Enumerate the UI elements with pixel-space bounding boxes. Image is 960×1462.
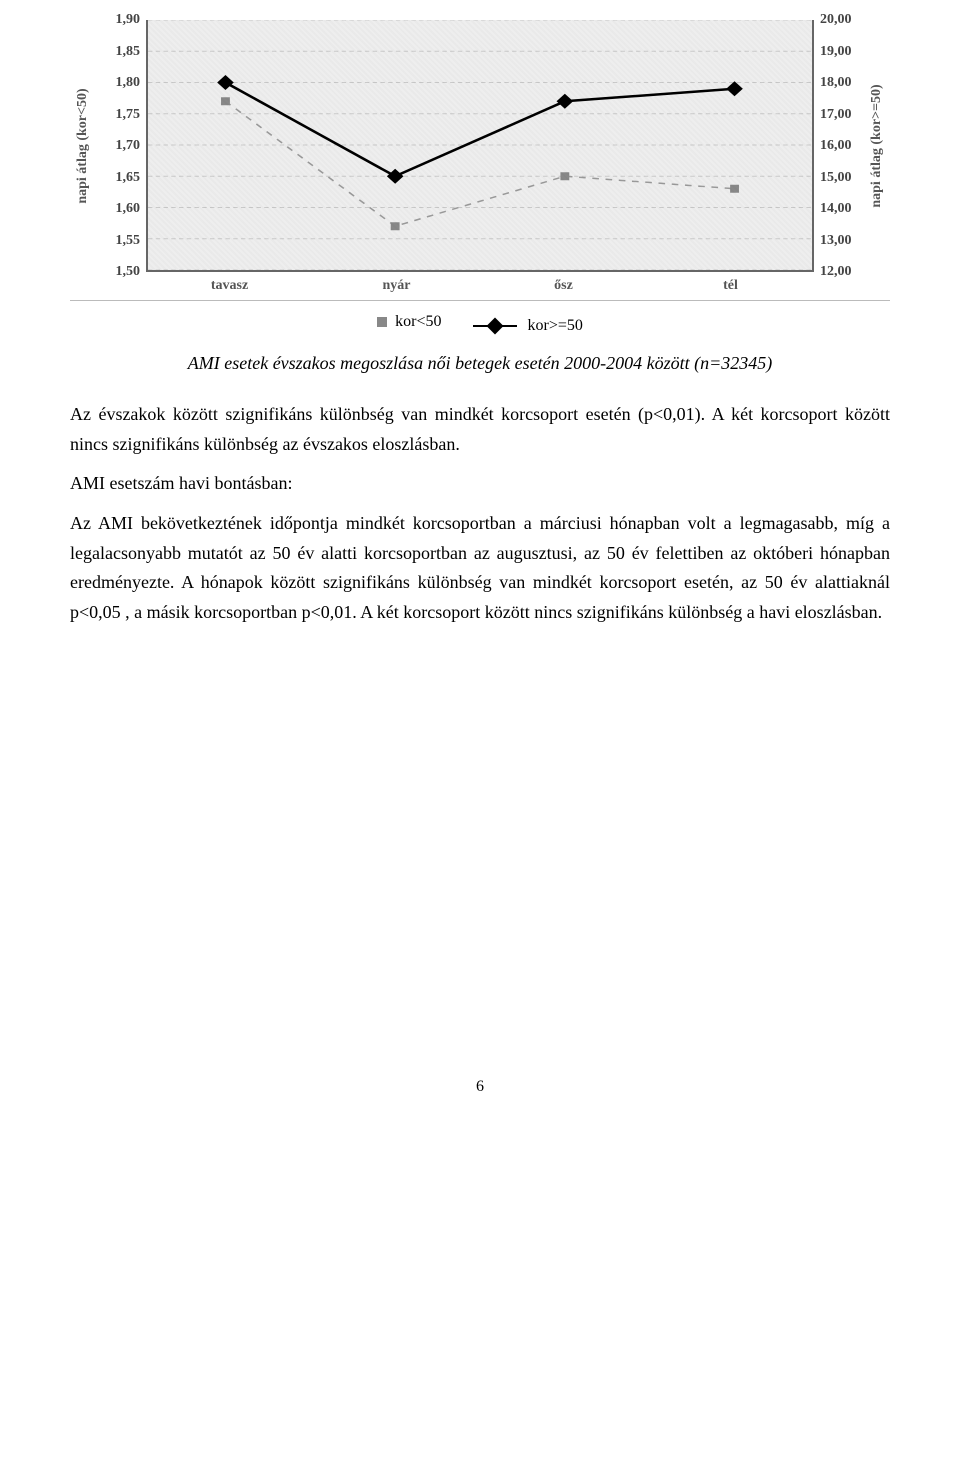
x-tick: nyár [313,278,480,294]
legend-item-kor-ge-50: kor>=50 [473,317,582,335]
chart-legend: kor<50 kor>=50 [70,300,890,339]
y-axis-left-label: napi átlag (kor<50) [70,20,96,272]
paragraph: AMI esetszám havi bontásban: [70,469,890,499]
x-tick: tél [647,278,814,294]
y-tick-right: 12,00 [814,264,864,280]
legend-label: kor>=50 [527,317,582,335]
y-tick-right: 20,00 [814,12,864,28]
y-axis-right-label-text: napi átlag (kor>=50) [869,84,885,207]
y-tick-right: 18,00 [814,75,864,91]
y-tick-left: 1,65 [96,170,146,186]
figure-caption: AMI esetek évszakos megoszlása női beteg… [70,353,890,374]
y-tick-left: 1,85 [96,44,146,60]
chart-svg [148,20,812,270]
paragraph: Az évszakok között szignifikáns különbsé… [70,400,890,459]
y-axis-left-label-text: napi átlag (kor<50) [75,88,91,203]
chart-plot-area [146,20,814,272]
y-tick-right: 13,00 [814,233,864,249]
y-tick-left: 1,50 [96,264,146,280]
body-text: Az évszakok között szignifikáns különbsé… [70,400,890,628]
y-axis-right-ticks: 20,0019,0018,0017,0016,0015,0014,0013,00… [814,20,864,272]
y-tick-left: 1,55 [96,233,146,249]
y-tick-right: 15,00 [814,170,864,186]
y-axis-left-ticks: 1,901,851,801,751,701,651,601,551,50 [96,20,146,272]
y-tick-right: 17,00 [814,107,864,123]
y-tick-right: 14,00 [814,201,864,217]
y-tick-left: 1,75 [96,107,146,123]
y-tick-right: 16,00 [814,138,864,154]
y-tick-left: 1,90 [96,12,146,28]
y-tick-left: 1,80 [96,75,146,91]
y-tick-left: 1,70 [96,138,146,154]
y-tick-right: 19,00 [814,44,864,60]
x-tick: ősz [480,278,647,294]
legend-item-kor-lt-50: kor<50 [377,313,441,331]
diamond-line-icon [473,325,517,327]
paragraph: Az AMI bekövetkeztének időpontja mindkét… [70,509,890,628]
chart-row: napi átlag (kor<50) 1,901,851,801,751,70… [70,20,890,272]
page: napi átlag (kor<50) 1,90 1,85 1,80 1,75 1,70… [0,0,960,1136]
x-axis-ticks: tavasznyárősztél [146,272,814,294]
square-marker-icon [377,317,387,327]
chart: napi átlag (kor<50) 1,901,851,801,751,70… [70,20,890,339]
page-number: 6 [70,1078,890,1096]
y-tick-left: 1,60 [96,201,146,217]
legend-label: kor<50 [395,313,441,331]
y-axis-right-label: napi átlag (kor>=50) [864,20,890,272]
x-tick: tavasz [146,278,313,294]
